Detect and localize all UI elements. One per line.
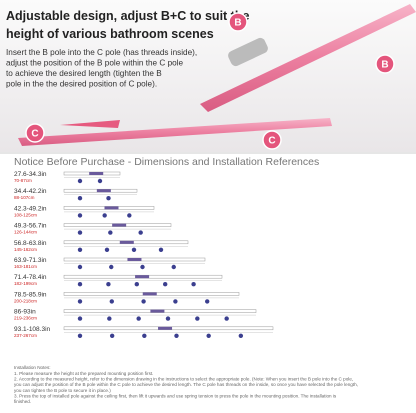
pole-b	[96, 189, 111, 193]
marker	[106, 196, 111, 201]
title: Adjustable design, adjust B+C to suit th…	[6, 9, 249, 23]
rod-b	[200, 4, 416, 112]
pole-b	[142, 292, 157, 296]
row-cm: 200-218cm	[14, 298, 37, 303]
row-cm: 108-125cm	[14, 212, 37, 217]
row-cm: 182-199cm	[14, 281, 37, 286]
pole-b	[127, 258, 142, 261]
arrow	[60, 120, 120, 128]
marker	[134, 282, 139, 287]
row-inches: 42.3-49.2in	[14, 205, 47, 212]
note: 3. Press the top of installed pole again…	[14, 393, 337, 404]
rod-c	[18, 118, 332, 146]
marker	[102, 213, 107, 218]
marker	[224, 316, 229, 321]
callout-label: B	[234, 18, 241, 29]
description: Insert the B pole into the C pole (has t…	[6, 48, 197, 57]
marker	[165, 316, 171, 321]
callout-label: C	[268, 136, 275, 147]
row-inches: 71.4-78.4in	[14, 274, 47, 281]
callout-circle	[375, 54, 395, 74]
title: height of various bathroom scenes	[6, 27, 214, 41]
marker	[77, 196, 83, 201]
marker	[138, 230, 143, 235]
row-inches: 49.3-56.7in	[14, 223, 47, 230]
marker	[77, 247, 83, 252]
row-cm: 219-236cm	[14, 316, 37, 321]
marker	[163, 282, 168, 287]
note: 1. Please measure the height at the prep…	[14, 371, 153, 376]
marker	[205, 299, 210, 304]
note: 2. According to the measured height, ref…	[14, 377, 358, 393]
row-cm: 163-181cm	[14, 264, 37, 269]
callout-circle	[262, 130, 282, 150]
description: adjust the position of the B pole within…	[6, 59, 184, 68]
row-inches: 27.6-34.3in	[14, 171, 47, 178]
row-cm: 70-87cm	[14, 178, 32, 183]
marker	[97, 178, 103, 184]
marker	[77, 333, 83, 338]
pole-b	[135, 275, 150, 279]
callout-circle	[25, 123, 45, 143]
marker	[191, 282, 196, 287]
marker	[173, 299, 178, 304]
pole-b	[119, 240, 134, 244]
row-inches: 63.9-71.3in	[14, 257, 47, 264]
marker	[104, 247, 110, 252]
callout-circle	[228, 12, 248, 32]
marker	[77, 282, 83, 287]
marker	[195, 316, 200, 321]
row-cm: 88-107cm	[14, 195, 35, 200]
marker	[109, 264, 114, 270]
marker	[142, 333, 147, 338]
marker	[77, 213, 83, 218]
callout-label: C	[31, 129, 38, 140]
row-inches: 34.4-42.2in	[14, 188, 47, 195]
row-inches: 78.5-85.9in	[14, 291, 47, 298]
row-cm: 145-162cm	[14, 247, 37, 252]
row-cm: 126-144cm	[14, 230, 37, 235]
notes-title: Installation Notes:	[14, 365, 51, 370]
marker	[238, 333, 244, 338]
marker	[107, 316, 112, 321]
description: to achieve the desired length (tighten t…	[6, 69, 162, 78]
notice-title: Notice Before Purchase - Dimensions and …	[14, 156, 319, 168]
marker	[77, 230, 83, 235]
description: pole in the the desired position of C po…	[6, 80, 157, 89]
marker	[140, 264, 145, 270]
marker	[77, 316, 83, 321]
marker	[77, 264, 83, 270]
marker	[108, 230, 113, 235]
pole-b	[104, 206, 119, 210]
marker	[174, 333, 179, 338]
row-cm: 237-267cm	[14, 333, 37, 338]
row-inches: 93.1-108.3in	[14, 326, 51, 333]
marker	[77, 299, 83, 304]
marker	[131, 247, 137, 252]
marker	[109, 299, 115, 304]
pole-b	[89, 172, 104, 175]
marker	[171, 264, 176, 270]
marker	[109, 333, 115, 338]
spring	[228, 37, 268, 67]
pole-b	[158, 326, 173, 330]
marker	[206, 333, 211, 338]
marker	[77, 178, 83, 184]
marker	[136, 316, 141, 321]
row-inches: 56.8-63.8in	[14, 240, 47, 247]
pole-b	[150, 309, 165, 313]
marker	[158, 247, 164, 252]
marker	[106, 282, 111, 287]
marker	[141, 299, 146, 304]
marker	[127, 213, 132, 218]
row-inches: 86-93in	[14, 309, 36, 316]
callout-label: B	[381, 60, 388, 71]
pole-b	[112, 223, 127, 227]
